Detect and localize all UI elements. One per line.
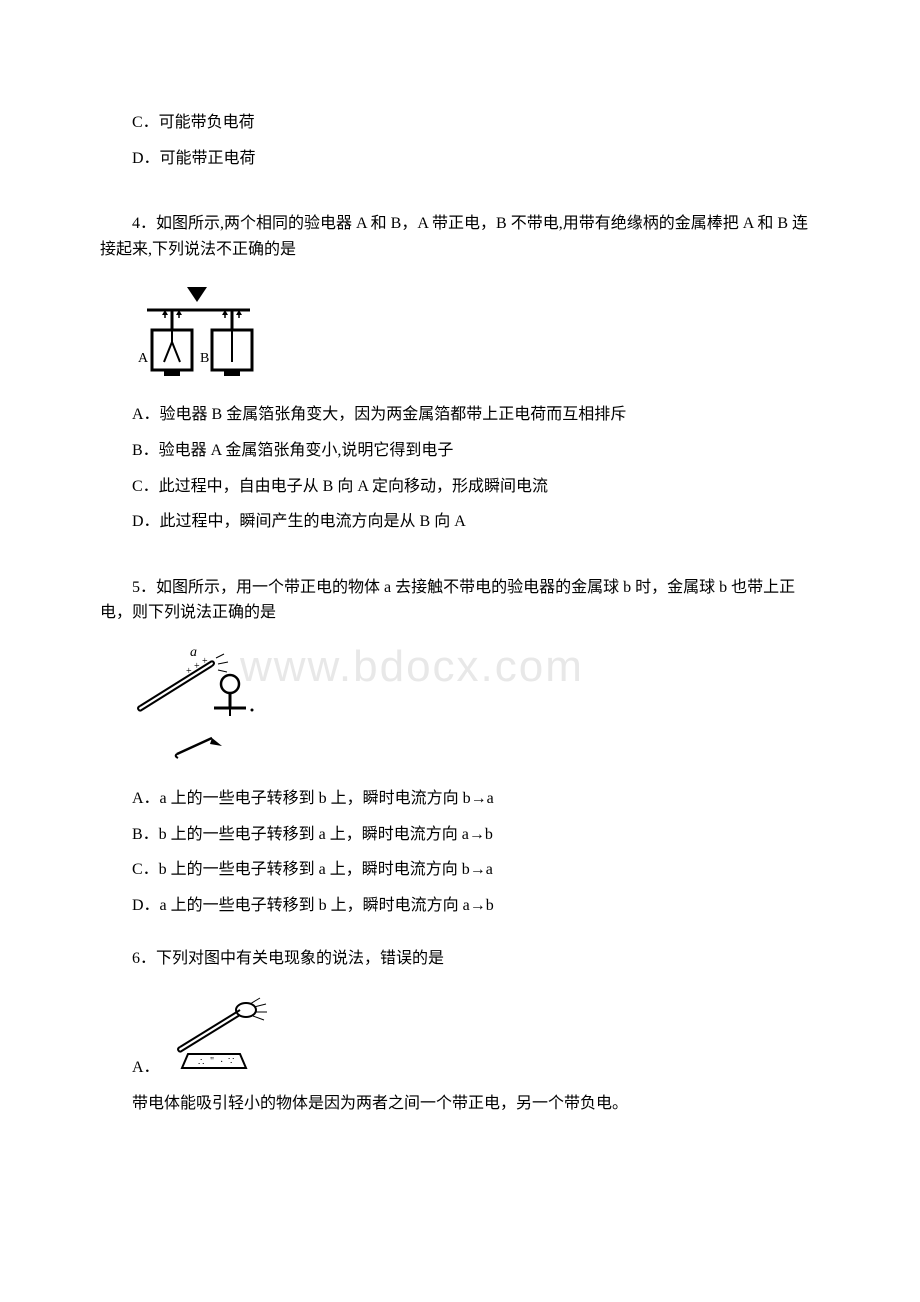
q5-option-a: A．a 上的一些电子转移到 b 上，瞬时电流方向 b→a: [132, 786, 820, 812]
q5-option-d: D．a 上的一些电子转移到 b 上，瞬时电流方向 a→b: [132, 893, 820, 919]
q4-stem: 4．如图所示,两个相同的验电器 A 和 B，A 带正电，B 不带电,用带有绝缘柄…: [100, 211, 820, 262]
q5-stem: 5．如图所示，用一个带正电的物体 a 去接触不带电的验电器的金属球 b 时，金属…: [100, 575, 820, 626]
svg-text:+: +: [186, 666, 192, 677]
q3-option-c: C．可能带负电荷: [132, 110, 820, 136]
q6-opt-a-prefix: A．: [132, 1059, 160, 1076]
q4-option-a: A．验电器 B 金属箔张角变大，因为两金属箔都带上正电荷而互相排斥: [132, 402, 820, 428]
q4-label-b: B: [200, 351, 209, 366]
q4-figure: A B: [132, 282, 820, 382]
q6-option-a: A． ∴ " · ∵: [132, 992, 820, 1081]
q5-option-c: C．b 上的一些电子转移到 a 上，瞬时电流方向 b→a: [132, 857, 820, 883]
q4-option-b: B．验电器 A 金属箔张角变小,说明它得到电子: [132, 438, 820, 464]
q4-option-d: D．此过程中，瞬间产生的电流方向是从 B 向 A: [132, 509, 820, 535]
q6-option-a-text: 带电体能吸引轻小的物体是因为两者之间一个带正电，另一个带负电。: [132, 1091, 820, 1117]
q5-option-b: B．b 上的一些电子转移到 a 上，瞬时电流方向 a→b: [132, 822, 820, 848]
q4-label-a: A: [138, 351, 149, 366]
svg-text:+: +: [194, 661, 200, 672]
svg-text:": ": [210, 1056, 214, 1067]
q5-label-a: a: [190, 646, 197, 660]
q6-figure-a: ∴ " · ∵: [170, 992, 280, 1081]
svg-text:∵: ∵: [228, 1056, 234, 1067]
q3-option-d: D．可能带正电荷: [132, 146, 820, 172]
svg-text:·: ·: [220, 1057, 223, 1068]
svg-text:∴: ∴: [198, 1057, 204, 1068]
q6-stem: 6．下列对图中有关电现象的说法，错误的是: [100, 946, 820, 972]
q5-figure: a + + +: [132, 646, 820, 766]
svg-text:+: +: [202, 656, 208, 667]
q4-option-c: C．此过程中，自由电子从 B 向 A 定向移动，形成瞬间电流: [132, 474, 820, 500]
